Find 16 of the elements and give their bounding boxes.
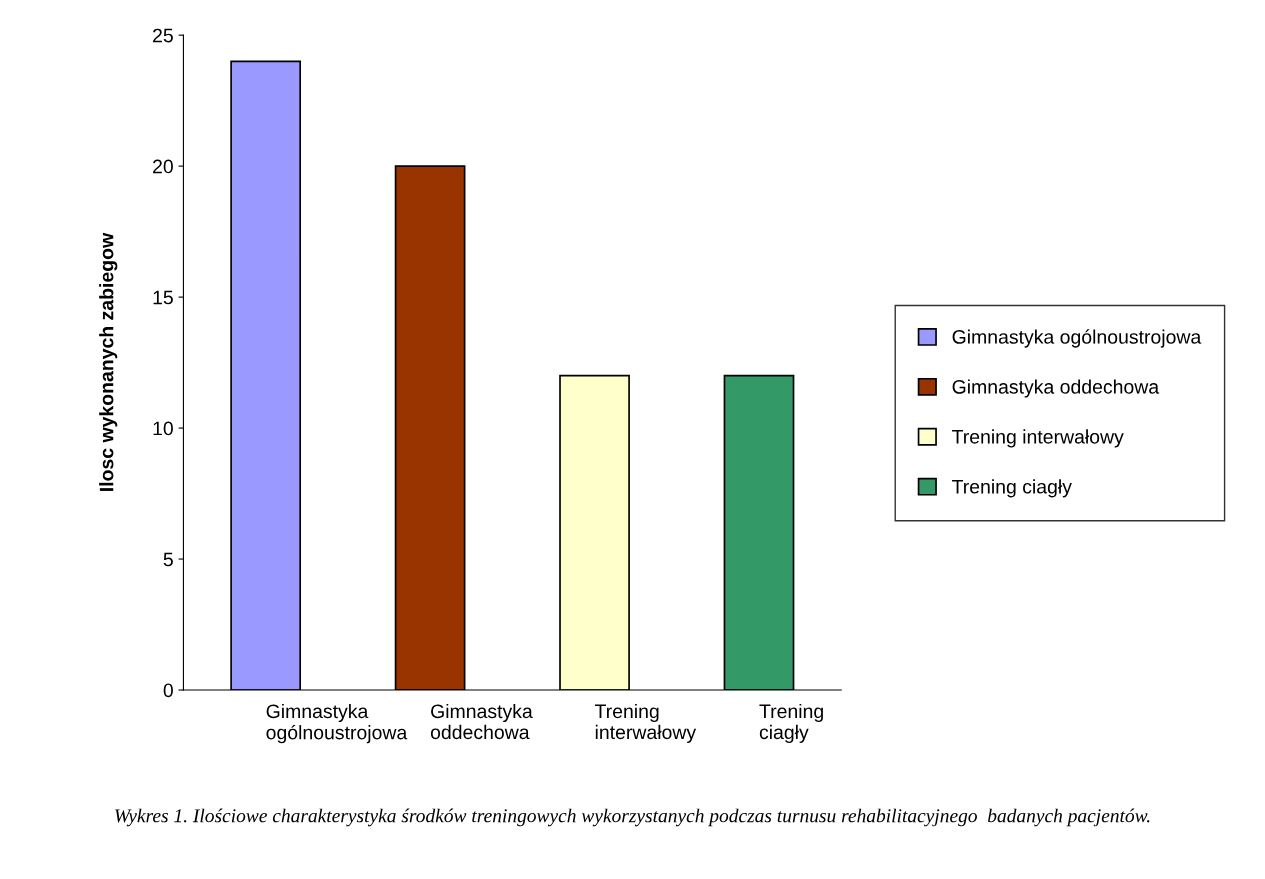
y-tick-label: 5: [163, 552, 173, 567]
y-tick-label: 20: [153, 159, 173, 174]
legend-label: Trening interwałowy: [952, 429, 1124, 448]
y-tick-label: 0: [163, 683, 173, 698]
legend-label: Gimnastyka ogólnoustrojowa: [952, 329, 1202, 348]
text: Wykres 1. Ilościowe charakterystyka środków treningowych wykorzystanych podczas turnusu rehabilitacyjnego badanych pacjentów.: [115, 808, 1150, 827]
x-tick-label: Trening interwałowy: [594, 703, 697, 743]
y-tick-label: 10: [153, 421, 173, 436]
y-tick-label: 15: [153, 290, 173, 305]
x-tick-label: Gimnastyka ogólnoustrojowa: [266, 703, 408, 744]
x-tick-label: Trening ciagły: [759, 703, 823, 743]
x-tick-label: Gimnastyka oddechowa: [430, 703, 533, 740]
legend-label: Trening ciagły: [952, 479, 1072, 498]
y-tick-label: 25: [153, 28, 173, 43]
legend-label: Gimnastyka oddechowa: [952, 379, 1160, 398]
y-axis-title: Ilosc wykonanych zabiegow: [99, 232, 118, 491]
